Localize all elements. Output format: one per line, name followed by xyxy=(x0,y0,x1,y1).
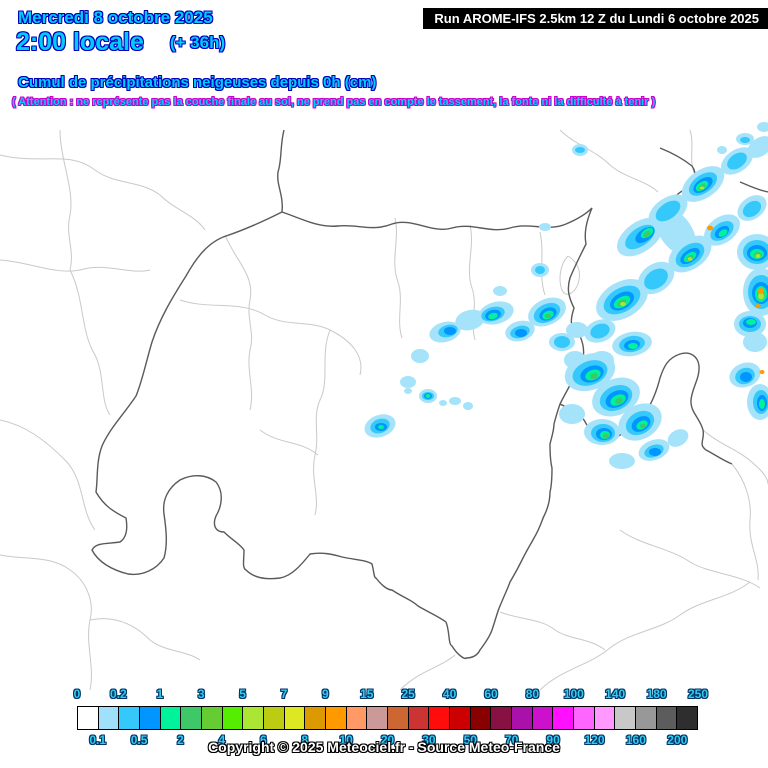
legend-cell xyxy=(181,707,203,729)
precipitation-blobs xyxy=(364,122,768,469)
legend-cell xyxy=(202,707,223,729)
legend-tick-label: 80 xyxy=(525,687,540,701)
legend-tick-label: 250 xyxy=(687,687,709,701)
legend-tick-label: 50 xyxy=(463,733,477,747)
legend-cell xyxy=(284,707,306,729)
legend-tick-label: 0.5 xyxy=(130,733,148,747)
legend-tick-label: 100 xyxy=(563,687,584,701)
legend-tick-label: 9 xyxy=(322,687,329,701)
legend-cell xyxy=(119,707,141,729)
legend-tick-label: 160 xyxy=(625,733,646,747)
legend-cell xyxy=(574,707,595,729)
legend-cell xyxy=(656,707,678,729)
legend-tick-label: 8 xyxy=(301,733,309,747)
legend-tick-label: 7 xyxy=(280,687,288,701)
legend-cell xyxy=(388,707,409,729)
copyright-text: Copyright © 2025 Meteociel.fr - Source M… xyxy=(208,739,560,755)
legend-tick-label: 0 xyxy=(73,687,81,701)
legend-cell xyxy=(677,707,698,729)
precip-layer-06 xyxy=(620,186,764,306)
legend-cell xyxy=(450,707,471,729)
legend-cell xyxy=(140,707,161,729)
forecast-date: Mercredi 8 octobre 2025 xyxy=(18,8,213,27)
legend-cell xyxy=(408,707,430,729)
legend-cell xyxy=(532,707,554,729)
legend-tick-label: 6 xyxy=(259,733,267,747)
forecast-local-time: 2:00 locale xyxy=(16,28,144,56)
legend-tick-label: 4 xyxy=(218,733,226,747)
legend-cell xyxy=(512,707,533,729)
legend-cell xyxy=(264,707,285,729)
legend-cell xyxy=(160,707,182,729)
legend-cell xyxy=(326,707,347,729)
legend-tick-label: 200 xyxy=(667,733,688,747)
legend-cell xyxy=(470,707,492,729)
legend-tick-label: 25 xyxy=(401,687,415,701)
legend-cell xyxy=(553,707,575,729)
precip-layer-04 xyxy=(378,180,767,439)
legend-cell xyxy=(636,707,657,729)
legend-tick-label: 0.2 xyxy=(110,687,127,701)
legend-tick-label: 60 xyxy=(484,687,498,701)
forecast-time-row: 2:00 locale (+ 36h) xyxy=(16,28,225,57)
legend-tick-label: 10 xyxy=(339,733,353,747)
legend-tick-label: 0.1 xyxy=(89,733,107,747)
model-run-info: Run AROME-IFS 2.5km 12 Z du Lundi 6 octo… xyxy=(423,8,768,29)
map-parameter-title: Cumul de précipitations neigeuses depuis… xyxy=(18,74,377,91)
legend-tick-label: 40 xyxy=(442,687,457,701)
legend-cell xyxy=(305,707,327,729)
legend-cell xyxy=(615,707,637,729)
legend-tick-label: 90 xyxy=(546,733,560,747)
legend-cell xyxy=(594,707,616,729)
legend-tick-label: 15 xyxy=(360,687,374,701)
legend-cell xyxy=(243,707,265,729)
legend-tick-label: 3 xyxy=(197,687,205,701)
legend-cell xyxy=(98,707,120,729)
forecast-hour-offset: (+ 36h) xyxy=(169,32,226,52)
legend-cell xyxy=(367,707,389,729)
legend-tick-label: 20 xyxy=(380,733,395,747)
legend-tick-label: 1 xyxy=(156,687,164,701)
legend-tick-label: 140 xyxy=(605,687,626,701)
legend-tick-label: 2 xyxy=(177,733,184,747)
legend-cell xyxy=(491,707,513,729)
color-scale-bar xyxy=(77,706,698,730)
legend-tick-label: 5 xyxy=(239,687,246,701)
color-scale-legend: 0 0.2 1 3 5 7 9 15 25 40 60 80 100 140 180 250 0.1 0.5 2 4 6… xyxy=(74,687,708,747)
legend-cell xyxy=(429,707,451,729)
legend-tick-label: 180 xyxy=(646,687,667,701)
legend-tick-label: 30 xyxy=(422,733,436,747)
warning-note: ( Attention : ne représente pas la couch… xyxy=(12,96,656,108)
legend-cell xyxy=(346,707,368,729)
precip-layer-07 xyxy=(707,225,765,374)
legend-tick-label: 70 xyxy=(505,733,519,747)
legend-tick-label: 120 xyxy=(584,733,605,747)
legend-cell xyxy=(222,707,244,729)
legend-cell xyxy=(78,707,99,729)
